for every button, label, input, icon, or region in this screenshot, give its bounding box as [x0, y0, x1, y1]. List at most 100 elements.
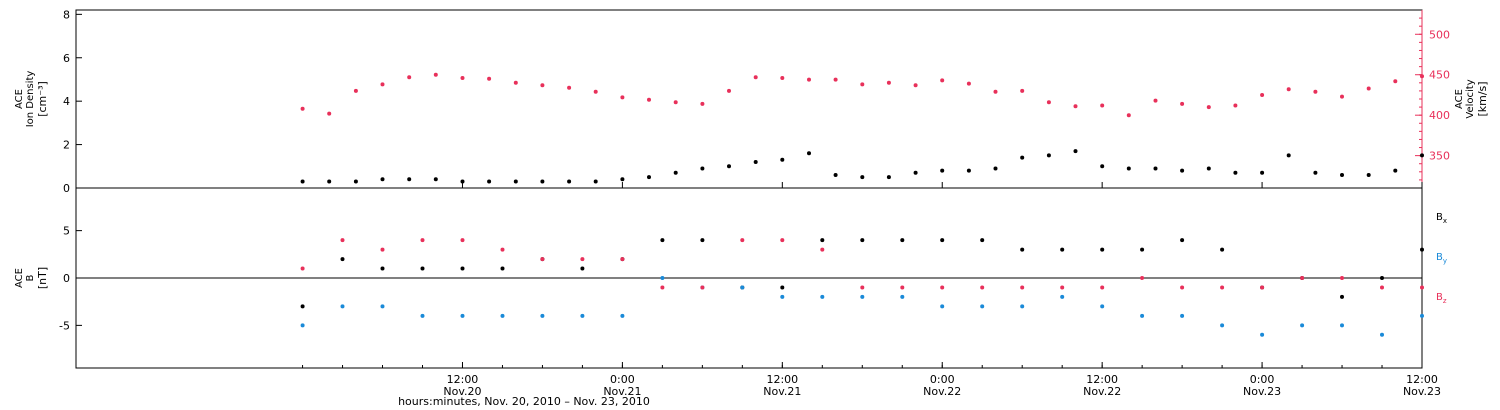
- data-point-Bz: [1260, 285, 1265, 290]
- data-point-Bz: [900, 285, 905, 290]
- data-point: [780, 157, 785, 162]
- data-point-Bx: [1140, 247, 1145, 252]
- data-point: [833, 77, 838, 82]
- data-point: [513, 179, 518, 184]
- data-point: [1366, 86, 1371, 91]
- data-point-Bx: [580, 266, 585, 271]
- data-point: [860, 82, 865, 87]
- density-tick-label: 8: [63, 8, 70, 21]
- data-point-By: [780, 294, 785, 299]
- data-point-By: [580, 313, 585, 318]
- data-point: [1126, 166, 1131, 171]
- data-point-Bx: [700, 238, 705, 243]
- b-tick-label: 0: [63, 272, 70, 285]
- data-point-By: [1300, 323, 1305, 328]
- data-point-Bz: [420, 238, 425, 243]
- data-point: [540, 83, 545, 88]
- data-point-Bz: [340, 238, 345, 243]
- data-point-Bz: [300, 266, 305, 271]
- data-point: [327, 111, 332, 116]
- density-tick-label: 2: [63, 139, 70, 152]
- data-point: [780, 76, 785, 80]
- legend-by: By: [1436, 252, 1447, 265]
- data-point: [620, 95, 625, 100]
- data-point-Bx: [900, 238, 905, 243]
- x-tick-time: 0:00: [930, 373, 955, 386]
- data-point: [1420, 74, 1424, 79]
- data-point: [673, 170, 678, 175]
- data-point: [433, 177, 438, 182]
- velocity-tick-label: 500: [1429, 28, 1450, 41]
- data-point: [407, 177, 412, 182]
- data-point-Bz: [1420, 285, 1424, 290]
- data-point: [1073, 104, 1078, 109]
- data-point: [567, 179, 572, 184]
- data-point-Bx: [780, 285, 785, 290]
- data-point-Bz: [700, 285, 705, 290]
- data-point: [593, 179, 598, 184]
- data-point-Bx: [1020, 247, 1025, 252]
- data-point-Bx: [1220, 247, 1225, 252]
- x-tick-date: Nov.21: [603, 385, 641, 398]
- b-unit: [nT]: [36, 267, 49, 289]
- data-point: [380, 177, 385, 182]
- data-point: [940, 78, 945, 83]
- data-point-Bz: [620, 257, 625, 262]
- data-point: [1100, 164, 1105, 169]
- x-tick-date: Nov.23: [1403, 385, 1441, 398]
- density-tick-label: 0: [63, 182, 70, 195]
- data-point: [433, 72, 438, 77]
- b-tick-label: 5: [63, 225, 70, 238]
- data-point-By: [860, 294, 865, 299]
- data-point: [1180, 101, 1185, 106]
- data-point-By: [460, 313, 465, 318]
- data-point: [353, 179, 358, 184]
- data-point-Bz: [460, 238, 465, 243]
- x-tick-time: 0:00: [1250, 373, 1275, 386]
- data-point-By: [820, 294, 825, 299]
- x-axis-ticks: 12:00Nov.200:00Nov.2112:00Nov.210:00Nov.…: [302, 182, 1441, 398]
- data-point: [1286, 87, 1291, 92]
- data-point: [727, 88, 731, 93]
- data-point-By: [380, 304, 385, 309]
- data-point-Bx: [1180, 238, 1185, 243]
- data-point-By: [1020, 304, 1025, 309]
- data-point-By: [1140, 313, 1145, 318]
- velocity-tick-label: 350: [1429, 150, 1450, 163]
- data-point-By: [900, 294, 905, 299]
- data-point: [487, 76, 492, 81]
- data-point: [886, 175, 891, 180]
- data-point-Bz: [860, 285, 865, 290]
- data-point-By: [1180, 313, 1185, 318]
- density-tick-label: 4: [63, 95, 70, 108]
- data-point-By: [660, 276, 665, 280]
- data-point: [460, 179, 465, 184]
- data-point: [700, 166, 705, 171]
- velocity-tick-label: 400: [1429, 109, 1450, 122]
- data-point-By: [1060, 294, 1065, 299]
- data-point-By: [1420, 313, 1424, 318]
- data-point: [380, 82, 385, 87]
- data-point-Bz: [980, 285, 985, 290]
- bottom-panel-points: [300, 238, 1424, 337]
- data-point-Bz: [820, 247, 825, 252]
- data-point-Bz: [1020, 285, 1025, 290]
- b-tick-label: -5: [59, 319, 70, 332]
- data-point-Bz: [1380, 285, 1384, 290]
- data-point-Bx: [340, 257, 345, 262]
- data-point-Bz: [660, 285, 665, 290]
- data-point: [1233, 170, 1238, 175]
- data-point: [460, 76, 465, 80]
- data-point: [1233, 103, 1238, 108]
- data-point-By: [1340, 323, 1344, 328]
- data-point: [620, 177, 625, 182]
- data-point-Bz: [1180, 285, 1185, 290]
- data-point-Bx: [980, 238, 985, 243]
- data-point: [913, 170, 918, 175]
- data-point-By: [940, 304, 945, 309]
- data-point: [353, 88, 358, 93]
- data-point: [1420, 153, 1424, 158]
- data-point: [753, 75, 758, 80]
- legend-bx: Bx: [1436, 212, 1447, 225]
- data-point: [540, 179, 545, 184]
